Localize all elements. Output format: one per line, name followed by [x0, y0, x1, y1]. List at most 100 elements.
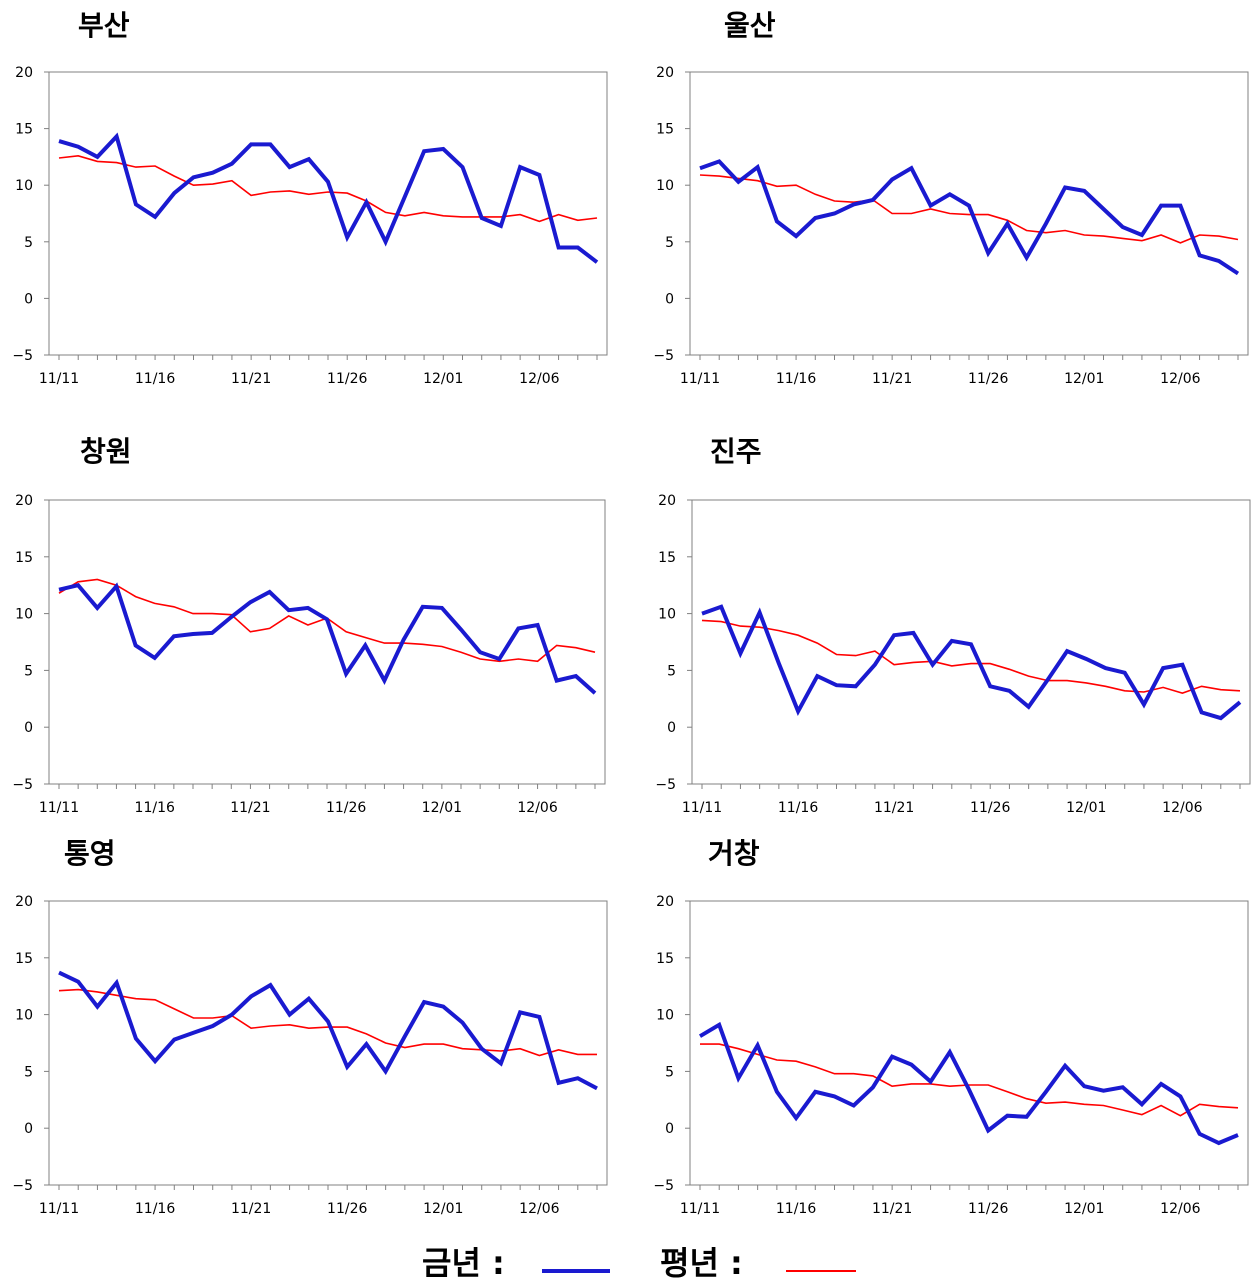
panel-title-jinju: 진주 [710, 435, 762, 468]
plot-frame [48, 71, 608, 356]
series-line-normal [701, 619, 1241, 694]
x-tick-label: 11/16 [776, 371, 816, 387]
legend-label-normal: 평년 : [660, 1244, 743, 1282]
y-tick-label: −5 [12, 777, 33, 793]
y-tick-label: 10 [15, 178, 33, 194]
plot-frame [691, 499, 1251, 785]
x-tick-label: 11/11 [682, 800, 722, 816]
x-tick-label: 12/06 [1160, 1201, 1200, 1217]
y-tick-label: 0 [24, 1121, 33, 1137]
panel-title-changwon: 창원 [80, 435, 132, 468]
x-tick-label: 12/06 [1160, 371, 1200, 387]
y-tick-label: −5 [12, 348, 33, 364]
y-tick-label: 10 [15, 607, 33, 623]
x-tick-label: 11/11 [39, 800, 79, 816]
x-tick-label: 11/21 [231, 371, 271, 387]
x-tick-label: 12/01 [423, 371, 463, 387]
y-tick-label: 15 [15, 951, 33, 967]
y-tick-label: −5 [653, 348, 674, 364]
y-tick-label: 10 [656, 178, 674, 194]
y-tick-label: 10 [15, 1008, 33, 1024]
x-tick-label: 12/01 [1064, 1201, 1104, 1217]
legend-line-normal [786, 1270, 856, 1272]
plot-frame [689, 900, 1249, 1186]
x-tick-label: 12/01 [1064, 371, 1104, 387]
y-tick-label: 15 [656, 951, 674, 967]
y-tick-label: 20 [15, 894, 33, 910]
x-tick-label: 11/16 [778, 800, 818, 816]
x-tick-label: 11/26 [968, 1201, 1008, 1217]
x-tick-label: 11/21 [872, 371, 912, 387]
chart-busan: −5 0 5 10 15 20 11/11 11/16 11/21 11/26 12/01 12/06 [12, 65, 608, 387]
legend-label-current: 금년 : [422, 1244, 505, 1282]
x-tick-label: 11/16 [776, 1201, 816, 1217]
legend-line-current [542, 1269, 610, 1273]
panel-title-ulsan: 울산 [724, 9, 776, 42]
x-tick-label: 11/26 [327, 1201, 367, 1217]
y-tick-label: 20 [656, 65, 674, 81]
y-tick-label: 10 [656, 1008, 674, 1024]
x-tick-label: 11/26 [968, 371, 1008, 387]
series-line-normal [700, 1043, 1239, 1117]
series-line-normal [699, 174, 1239, 244]
chart-geochang: −5 0 5 10 15 20 11/11 11/16 11/21 11/26 12/01 12/06 [653, 894, 1249, 1217]
y-tick-label: 0 [24, 291, 33, 307]
y-tick-label: 0 [24, 720, 33, 736]
y-tick-label: 5 [665, 1064, 674, 1080]
y-tick-label: −5 [653, 1178, 674, 1194]
series-line-current [698, 1021, 1239, 1146]
y-tick-label: 15 [658, 550, 676, 566]
x-tick-label: 11/16 [135, 1201, 175, 1217]
y-tick-label: 0 [665, 1121, 674, 1137]
panel-title-tongyeong: 통영 [64, 837, 116, 870]
y-tick-label: 20 [656, 894, 674, 910]
x-tick-label: 11/11 [39, 1201, 79, 1217]
x-tick-label: 11/26 [970, 800, 1010, 816]
chart-changwon: −5 0 5 10 15 20 11/11 11/16 11/21 11/26 12/01 12/06 [12, 493, 606, 816]
series-line-current [701, 604, 1242, 721]
series-line-current [58, 132, 599, 264]
chart-tongyeong: −5 0 5 10 15 20 11/11 11/16 11/21 11/26 12/01 12/06 [12, 894, 608, 1217]
y-tick-label: 15 [656, 122, 674, 138]
series-line-current [58, 970, 598, 1091]
y-tick-label: 20 [658, 493, 676, 509]
y-tick-label: 5 [665, 235, 674, 251]
y-tick-label: 0 [667, 720, 676, 736]
x-tick-label: 11/21 [231, 1201, 271, 1217]
x-tick-label: 11/26 [326, 800, 366, 816]
y-tick-label: −5 [655, 777, 676, 793]
x-tick-label: 11/21 [874, 800, 914, 816]
y-tick-label: 20 [15, 493, 33, 509]
y-tick-label: 0 [665, 291, 674, 307]
panel-title-busan: 부산 [78, 9, 130, 42]
x-tick-label: 12/01 [1066, 800, 1106, 816]
panel-title-geochang: 거창 [708, 837, 760, 870]
y-tick-label: 5 [24, 663, 33, 679]
chart-ulsan: −5 0 5 10 15 20 11/11 11/16 11/21 11/26 12/01 12/06 [653, 65, 1249, 387]
y-tick-label: 10 [658, 607, 676, 623]
x-tick-label: 11/16 [135, 371, 175, 387]
y-tick-label: 5 [667, 663, 676, 679]
x-tick-label: 11/26 [327, 371, 367, 387]
x-tick-label: 12/01 [423, 1201, 463, 1217]
series-line-current [58, 582, 597, 695]
x-tick-label: 12/06 [519, 1201, 559, 1217]
chart-jinju: −5 0 5 10 15 20 11/11 11/16 11/21 11/26 12/01 12/06 [655, 493, 1251, 816]
y-tick-label: 5 [24, 1064, 33, 1080]
legend: 금년 : 평년 : [0, 1238, 1255, 1282]
x-tick-label: 12/01 [422, 800, 462, 816]
y-tick-label: 5 [24, 235, 33, 251]
y-tick-label: −5 [12, 1178, 33, 1194]
y-tick-label: 20 [15, 65, 33, 81]
plot-frame [48, 900, 608, 1186]
y-tick-label: 15 [15, 122, 33, 138]
x-tick-label: 11/16 [135, 800, 175, 816]
x-tick-label: 11/11 [680, 371, 720, 387]
x-tick-label: 12/06 [517, 800, 557, 816]
y-tick-label: 15 [15, 550, 33, 566]
x-tick-label: 12/06 [519, 371, 559, 387]
x-tick-label: 11/11 [39, 371, 79, 387]
x-tick-label: 11/11 [680, 1201, 720, 1217]
x-tick-label: 11/21 [872, 1201, 912, 1217]
